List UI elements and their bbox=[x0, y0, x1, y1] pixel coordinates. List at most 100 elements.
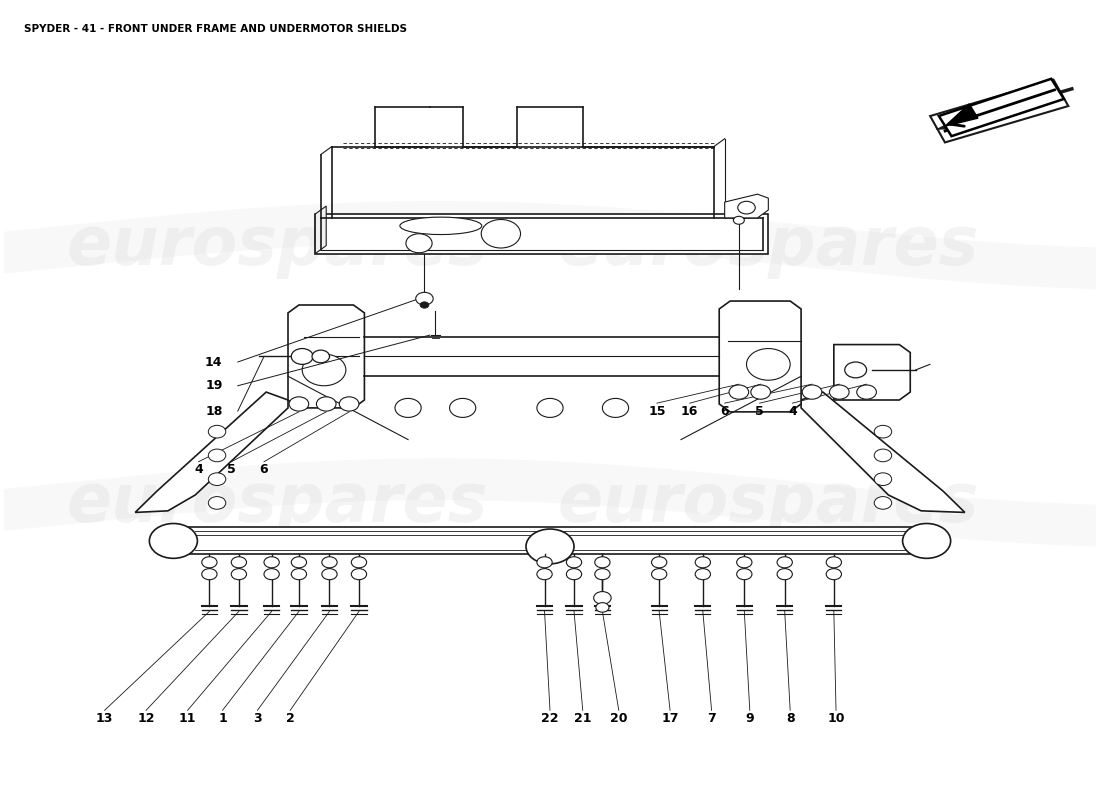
Circle shape bbox=[829, 385, 849, 399]
Polygon shape bbox=[931, 80, 1068, 142]
Polygon shape bbox=[834, 345, 910, 400]
Text: 13: 13 bbox=[96, 712, 113, 725]
Text: 4: 4 bbox=[788, 405, 796, 418]
Circle shape bbox=[651, 557, 667, 568]
Circle shape bbox=[395, 398, 421, 418]
Circle shape bbox=[339, 397, 359, 411]
Circle shape bbox=[603, 398, 628, 418]
Text: 4: 4 bbox=[194, 463, 202, 476]
Text: 1: 1 bbox=[218, 712, 227, 725]
Circle shape bbox=[201, 557, 217, 568]
Polygon shape bbox=[945, 104, 978, 126]
Circle shape bbox=[322, 557, 337, 568]
Circle shape bbox=[874, 473, 892, 486]
Circle shape bbox=[317, 397, 336, 411]
Circle shape bbox=[231, 557, 246, 568]
Circle shape bbox=[595, 569, 610, 580]
Circle shape bbox=[729, 385, 749, 399]
Circle shape bbox=[596, 602, 609, 612]
Circle shape bbox=[903, 523, 950, 558]
Text: 16: 16 bbox=[681, 405, 698, 418]
Circle shape bbox=[874, 497, 892, 510]
Circle shape bbox=[751, 385, 770, 399]
Text: 6: 6 bbox=[720, 405, 729, 418]
Ellipse shape bbox=[400, 217, 482, 234]
Circle shape bbox=[537, 398, 563, 418]
Circle shape bbox=[566, 569, 582, 580]
Text: 22: 22 bbox=[541, 712, 559, 725]
Text: eurospares: eurospares bbox=[66, 470, 487, 536]
Circle shape bbox=[208, 426, 226, 438]
Polygon shape bbox=[938, 78, 1064, 136]
Circle shape bbox=[777, 557, 792, 568]
Circle shape bbox=[450, 398, 476, 418]
Circle shape bbox=[734, 216, 745, 224]
Circle shape bbox=[406, 234, 432, 253]
Circle shape bbox=[150, 523, 197, 558]
Circle shape bbox=[738, 202, 756, 214]
Circle shape bbox=[845, 362, 867, 378]
Circle shape bbox=[201, 569, 217, 580]
Circle shape bbox=[292, 569, 307, 580]
Text: 19: 19 bbox=[205, 379, 222, 392]
Polygon shape bbox=[725, 194, 768, 218]
Circle shape bbox=[526, 529, 574, 564]
Text: eurospares: eurospares bbox=[66, 213, 487, 278]
Circle shape bbox=[416, 292, 433, 305]
Text: 20: 20 bbox=[610, 712, 627, 725]
Circle shape bbox=[420, 302, 429, 308]
Circle shape bbox=[695, 569, 711, 580]
Circle shape bbox=[737, 569, 752, 580]
Circle shape bbox=[695, 557, 711, 568]
Text: 3: 3 bbox=[253, 712, 262, 725]
Circle shape bbox=[737, 557, 752, 568]
Circle shape bbox=[651, 569, 667, 580]
Text: 18: 18 bbox=[205, 405, 222, 418]
Circle shape bbox=[312, 350, 330, 362]
Text: eurospares: eurospares bbox=[558, 470, 979, 536]
Circle shape bbox=[208, 497, 226, 510]
Text: 9: 9 bbox=[746, 712, 755, 725]
Circle shape bbox=[566, 557, 582, 568]
Polygon shape bbox=[801, 392, 965, 513]
Circle shape bbox=[292, 557, 307, 568]
Text: SPYDER - 41 - FRONT UNDER FRAME AND UNDERMOTOR SHIELDS: SPYDER - 41 - FRONT UNDER FRAME AND UNDE… bbox=[24, 24, 407, 34]
Circle shape bbox=[302, 354, 345, 386]
Text: 8: 8 bbox=[785, 712, 794, 725]
Text: 5: 5 bbox=[756, 405, 764, 418]
Circle shape bbox=[826, 569, 842, 580]
Circle shape bbox=[857, 385, 877, 399]
Text: 2: 2 bbox=[286, 712, 295, 725]
Text: 15: 15 bbox=[648, 405, 666, 418]
Circle shape bbox=[874, 449, 892, 462]
Circle shape bbox=[802, 385, 822, 399]
Polygon shape bbox=[316, 206, 327, 254]
Circle shape bbox=[264, 557, 279, 568]
Polygon shape bbox=[937, 110, 981, 130]
Polygon shape bbox=[719, 301, 801, 412]
Circle shape bbox=[826, 557, 842, 568]
Polygon shape bbox=[288, 305, 364, 408]
Circle shape bbox=[777, 569, 792, 580]
Polygon shape bbox=[163, 526, 937, 554]
Circle shape bbox=[351, 557, 366, 568]
Circle shape bbox=[264, 569, 279, 580]
Circle shape bbox=[289, 397, 309, 411]
Text: 11: 11 bbox=[179, 712, 196, 725]
Circle shape bbox=[537, 557, 552, 568]
Circle shape bbox=[292, 349, 313, 364]
Polygon shape bbox=[316, 214, 768, 254]
Text: eurospares: eurospares bbox=[558, 213, 979, 278]
Text: 6: 6 bbox=[260, 463, 268, 476]
Text: 17: 17 bbox=[661, 712, 679, 725]
Circle shape bbox=[322, 569, 337, 580]
Circle shape bbox=[874, 426, 892, 438]
Text: 10: 10 bbox=[827, 712, 845, 725]
Text: 7: 7 bbox=[707, 712, 716, 725]
Circle shape bbox=[231, 569, 246, 580]
Text: 5: 5 bbox=[227, 463, 235, 476]
Circle shape bbox=[208, 473, 226, 486]
Circle shape bbox=[351, 569, 366, 580]
Polygon shape bbox=[135, 392, 288, 513]
Circle shape bbox=[481, 219, 520, 248]
